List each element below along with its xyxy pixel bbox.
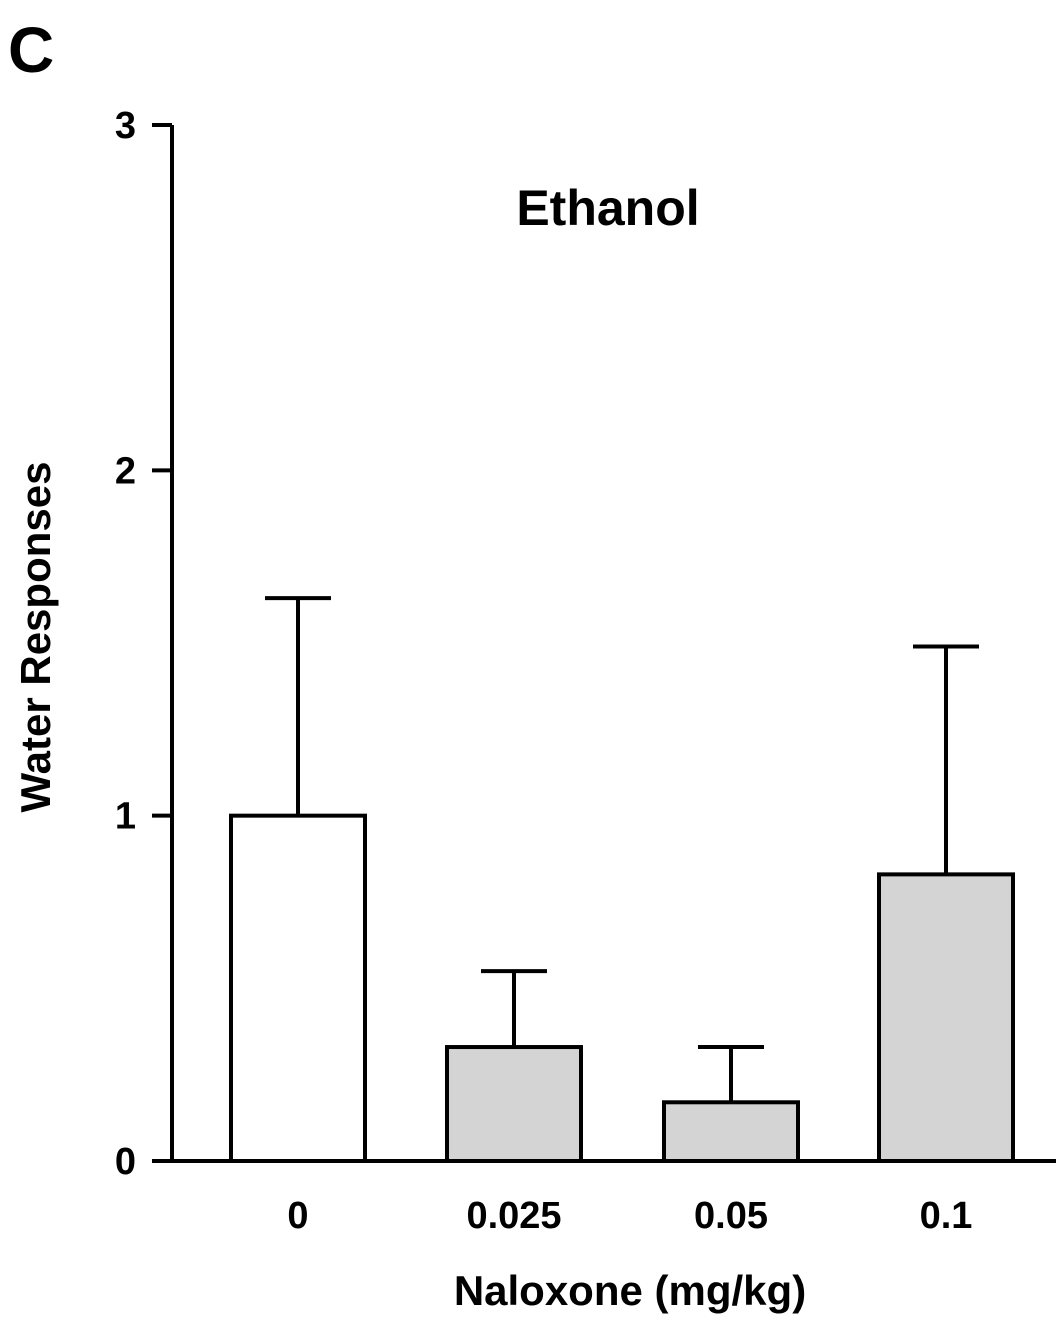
bars <box>229 596 1015 1164</box>
y-axis-label: Water Responses <box>12 462 59 813</box>
x-tick-label: 0.025 <box>466 1195 561 1237</box>
y-tick-label: 1 <box>115 796 136 838</box>
y-tick-label: 3 <box>115 105 136 147</box>
x-tick-label: 0.05 <box>694 1195 768 1237</box>
bar <box>229 813 367 1164</box>
y-tick-label: 2 <box>115 450 136 492</box>
ticks: 0 1 2 3 0 0.025 0.05 0.1 <box>115 105 973 1237</box>
x-tick-label: 0.1 <box>920 1195 973 1237</box>
y-tick-label: 0 <box>115 1141 136 1183</box>
bar <box>662 1100 800 1163</box>
bar <box>877 872 1015 1164</box>
chart-title: Ethanol <box>516 180 699 236</box>
panel-letter: C <box>8 14 54 86</box>
x-axis-label: Naloxone (mg/kg) <box>454 1267 806 1314</box>
bar <box>445 1045 583 1164</box>
x-tick-label: 0 <box>287 1195 308 1237</box>
